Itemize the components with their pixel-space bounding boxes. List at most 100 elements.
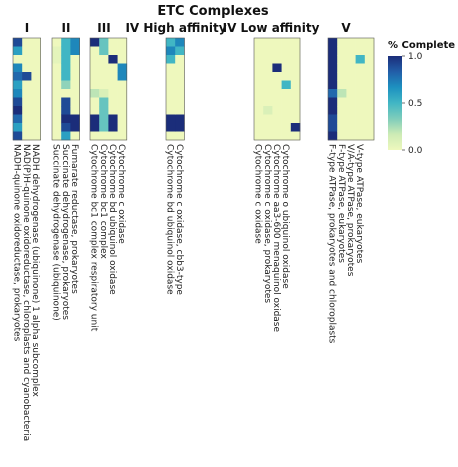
heatmap-cell (337, 63, 347, 73)
heatmap-cell (90, 106, 100, 115)
heatmap-cell (90, 131, 100, 141)
heatmap-cell (61, 55, 71, 64)
heatmap-cell (22, 106, 32, 115)
heatmap-cell (263, 131, 273, 141)
heatmap-cell (281, 46, 292, 56)
heatmap-cell (13, 46, 23, 56)
heatmap-cell (290, 46, 301, 56)
heatmap-cell (70, 131, 80, 141)
colorbar-title: % Complete (388, 40, 455, 51)
heatmap-cell (108, 131, 118, 141)
heatmap-cell (364, 55, 375, 64)
heatmap-cell (13, 97, 23, 107)
heatmap-cell (61, 106, 71, 115)
heatmap-cell (272, 38, 282, 47)
column-label: Cytochrome c oxidase, prokaryotes (262, 144, 272, 303)
heatmap-cell (22, 114, 32, 124)
heatmap-cell (355, 89, 366, 98)
heatmap-cell (346, 55, 356, 64)
heatmap-cell (117, 89, 128, 98)
heatmap-cell (108, 38, 118, 47)
group-label: III (97, 21, 110, 35)
heatmap-cell (108, 114, 118, 124)
panel-border (12, 37, 41, 141)
heatmap-cell (70, 38, 80, 47)
heatmap-cell (70, 123, 80, 132)
heatmap-cell (117, 114, 128, 124)
heatmap-cell (263, 38, 273, 47)
heatmap-cell (70, 72, 80, 81)
column-label: Cytochrome aa3-600 menaquinol oxidase (271, 144, 281, 333)
heatmap-cell (281, 80, 292, 90)
heatmap-cell (52, 97, 62, 107)
heatmap-cell (355, 106, 366, 115)
heatmap-cell (90, 55, 100, 64)
heatmap-cell (337, 131, 347, 141)
heatmap-cell (70, 106, 80, 115)
heatmap-cell (290, 55, 301, 64)
heatmap-cell (328, 46, 338, 56)
chart-title: ETC Complexes (157, 4, 269, 19)
column-label: NADH dehydrogenase (ubiquinone) 1 alpha … (30, 144, 40, 397)
heatmap-cell (70, 97, 80, 107)
heatmap-cell (254, 55, 264, 64)
heatmap-cell (272, 46, 282, 56)
heatmap-cell (99, 72, 109, 81)
heatmap-cell (263, 55, 273, 64)
heatmap-cell (22, 63, 32, 73)
heatmap-cell (117, 55, 128, 64)
heatmap-cell (99, 114, 109, 124)
heatmap-cell (346, 106, 356, 115)
heatmap-cell (337, 114, 347, 124)
heatmap-cell (272, 97, 282, 107)
heatmap-cell (13, 72, 23, 81)
heatmap-cell (175, 131, 185, 141)
heatmap-cell (290, 97, 301, 107)
heatmap-cell (263, 89, 273, 98)
heatmap-cell (31, 55, 41, 64)
heatmap-cell (31, 63, 41, 73)
heatmap-cell (90, 97, 100, 107)
heatmap-cell (13, 114, 23, 124)
heatmap-cell (281, 72, 292, 81)
heatmap-cell (290, 89, 301, 98)
column-label: Cytochrome bd ubiquinol oxidase (165, 144, 175, 295)
heatmap-cell (263, 123, 273, 132)
heatmap-cell (346, 80, 356, 90)
heatmap-cell (31, 72, 41, 81)
heatmap-cell (61, 131, 71, 141)
heatmap-cell (175, 97, 185, 107)
heatmap-cell (346, 63, 356, 73)
heatmap-cell (99, 80, 109, 90)
heatmap-cell (254, 80, 264, 90)
heatmap-cell (281, 131, 292, 141)
heatmap-cell (166, 63, 176, 73)
heatmap-cell (90, 63, 100, 73)
column-label: Cytochrome o ubiquinol oxidase (280, 144, 290, 289)
heatmap-cell (90, 38, 100, 47)
panel-group: IV High affinity Cytochrome bd ubiquinol … (125, 21, 226, 295)
group-label: I (25, 21, 29, 35)
heatmap-cell (117, 123, 128, 132)
heatmap-cell (22, 55, 32, 64)
heatmap-cell (166, 46, 176, 56)
heatmap-cell (70, 114, 80, 124)
heatmap-cell (61, 114, 71, 124)
heatmap-cell (31, 114, 41, 124)
heatmap-cell (328, 131, 338, 141)
heatmap-cell (22, 80, 32, 90)
panel-group: III Cytochrome bc1 complex respiratory un… (89, 21, 128, 332)
heatmap-cell (364, 131, 375, 141)
heatmap-cell (90, 89, 100, 98)
colorbar-scale (388, 56, 402, 150)
heatmap-cell (281, 38, 292, 47)
heatmap-cell (31, 131, 41, 141)
heatmap-cell (166, 106, 176, 115)
heatmap-cell (117, 106, 128, 115)
group-label: V (341, 21, 351, 35)
heatmap-cell (337, 89, 347, 98)
heatmap-cell (99, 106, 109, 115)
heatmap-cell (281, 97, 292, 107)
heatmap-cell (272, 63, 282, 73)
